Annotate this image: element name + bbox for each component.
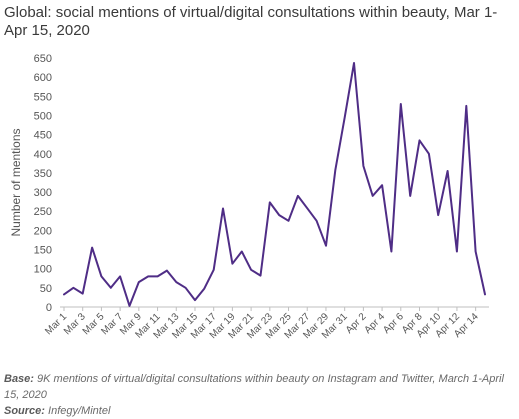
y-tick-label: 600 xyxy=(34,72,52,84)
y-tick-label: 100 xyxy=(34,264,52,276)
x-tick-label: Apr 2 xyxy=(344,311,369,336)
series-line xyxy=(63,62,486,307)
y-tick-label: 50 xyxy=(40,283,52,295)
source-text: Infegy/Mintel xyxy=(44,405,111,417)
y-tick-label: 550 xyxy=(34,91,52,103)
y-tick-label: 500 xyxy=(34,110,52,122)
y-tick-label: 200 xyxy=(34,225,52,237)
y-tick-label: 250 xyxy=(34,206,52,218)
y-tick-label: 300 xyxy=(34,187,52,199)
base-note: Base: 9K mentions of virtual/digital con… xyxy=(4,371,516,403)
y-tick-label: 450 xyxy=(34,130,52,142)
y-axis-label: Number of mentions xyxy=(9,128,23,236)
y-tick-label: 0 xyxy=(46,302,52,314)
y-tick-label: 350 xyxy=(34,168,52,180)
source-note: Source: Infegy/Mintel xyxy=(4,403,516,419)
chart-footer: Base: 9K mentions of virtual/digital con… xyxy=(4,371,516,419)
base-text: 9K mentions of virtual/digital consultat… xyxy=(4,373,504,401)
base-label: Base: xyxy=(4,373,34,385)
x-tick-label: Apr 6 xyxy=(381,311,406,336)
y-tick-label: 400 xyxy=(34,149,52,161)
y-tick-label: 650 xyxy=(34,53,52,65)
x-tick-label: Apr 4 xyxy=(363,311,388,336)
line-chart: 0 50 100 150 200 250 300 350 400 450 500 550 600 650 N… xyxy=(9,53,489,341)
chart-title: Global: social mentions of virtual/digit… xyxy=(4,4,498,39)
y-tick-label: 150 xyxy=(34,245,52,257)
source-label: Source: xyxy=(4,405,45,417)
